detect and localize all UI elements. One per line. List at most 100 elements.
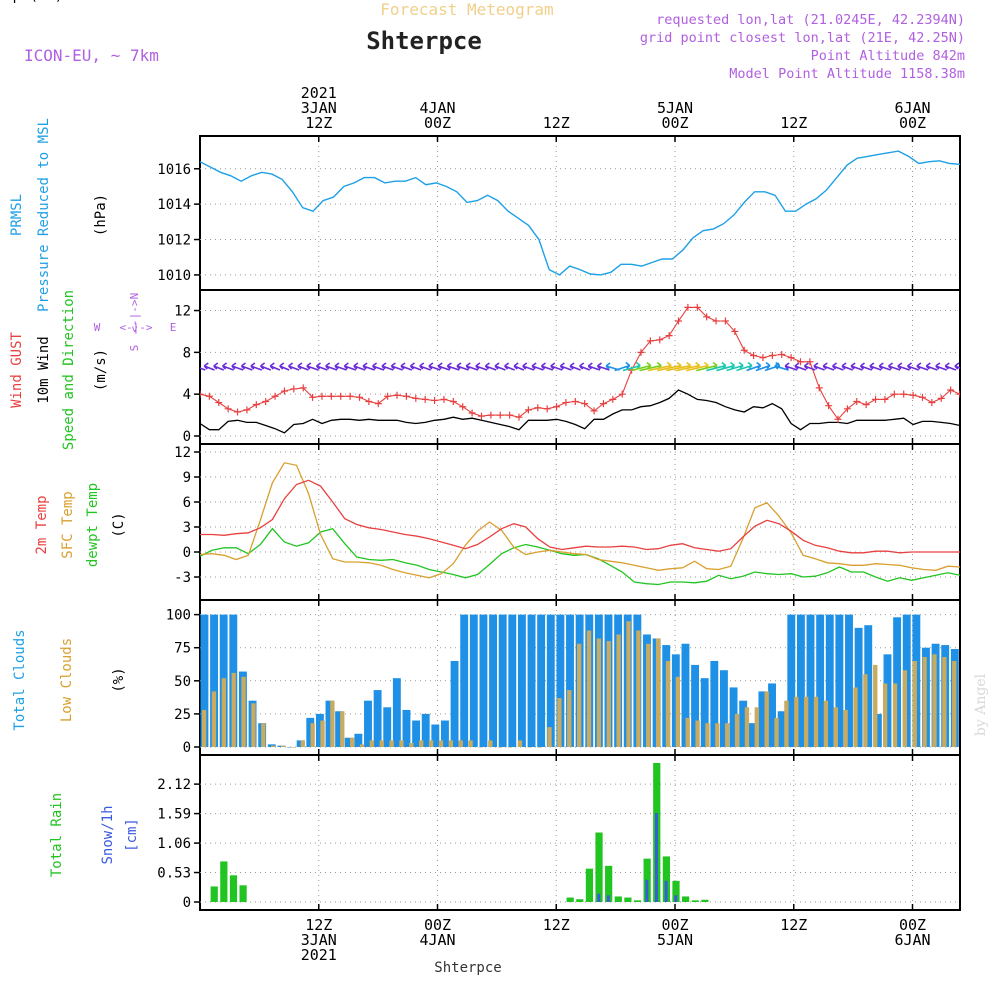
total-cloud-bar — [556, 614, 565, 747]
wind-gust-point — [834, 415, 842, 423]
total-cloud-bar — [835, 614, 844, 747]
wind-gust-point — [290, 385, 298, 393]
panel-label-clouds-1: Low Clouds — [59, 638, 75, 722]
wind-gust-point — [759, 354, 767, 362]
panels: 1010 1012 1014 1016 PRMSL Pressure Reduced to… — [0, 0, 961, 964]
snow-bar — [655, 813, 658, 902]
series-sfc-temp-line — [200, 462, 960, 579]
wind-gust-point — [280, 387, 288, 395]
wind-direction-arrow — [362, 362, 375, 371]
wind-gust-point — [956, 390, 960, 398]
total-cloud-bar — [825, 614, 834, 747]
snow-bar — [606, 895, 610, 902]
low-cloud-bar — [873, 664, 878, 747]
low-cloud-bar — [902, 670, 908, 747]
plot-area-clouds — [200, 614, 959, 748]
low-cloud-bar — [942, 656, 947, 747]
wind-gust-point — [431, 396, 439, 404]
y-tick-label-pressure-3: 1016 — [157, 162, 191, 178]
low-cloud-bar — [675, 676, 681, 747]
wind-direction-arrow — [231, 362, 244, 371]
low-cloud-bar — [616, 634, 621, 747]
panel-label-clouds-0: Total Clouds — [12, 629, 28, 730]
wind-gust-point — [205, 392, 213, 400]
panel-label-precip-0: Total Rain — [49, 793, 65, 877]
wind-direction-arrow — [859, 362, 873, 371]
total-cloud-bar — [546, 614, 555, 747]
total-cloud-bar — [498, 614, 507, 747]
low-cloud-bar — [517, 740, 523, 747]
total-cloud-bar — [681, 643, 690, 747]
rain-bar — [624, 897, 632, 902]
wind-direction-arrow — [596, 362, 610, 371]
total-cloud-bar — [364, 700, 372, 747]
wind-direction-arrow — [841, 362, 854, 371]
low-cloud-bar — [330, 700, 335, 747]
low-cloud-bar — [478, 747, 483, 748]
wind-direction-arrow — [381, 362, 394, 371]
low-cloud-bar — [547, 727, 552, 747]
low-cloud-bar — [399, 740, 404, 747]
wind-gust-point — [421, 395, 429, 403]
wind-direction-arrow — [803, 362, 816, 371]
low-cloud-bar — [813, 696, 819, 747]
wind-direction-arrow — [428, 362, 441, 371]
low-cloud-bar — [932, 654, 937, 747]
wind-gust-point — [890, 390, 898, 398]
rain-bar — [701, 899, 709, 902]
low-cloud-bar — [359, 744, 365, 747]
panel-temp: -3 0 3 6 9 12 2m Temp SFC Temp dewpt Temp (C) — [34, 443, 961, 601]
compass-east: E — [170, 321, 177, 334]
snow-bar — [664, 880, 668, 902]
wind-direction-arrow — [579, 362, 590, 371]
low-cloud-bar — [379, 740, 384, 747]
wind-direction-arrow — [288, 362, 300, 371]
series-wind-gust-line — [200, 306, 960, 421]
wind-gust-point — [937, 394, 945, 402]
wind-direction-arrow — [587, 362, 601, 371]
wind-gust-point — [337, 392, 345, 400]
wind-gust-point — [703, 313, 711, 321]
rain-bar — [691, 900, 699, 902]
time-label-top-5-0: 6JAN — [894, 99, 930, 117]
panel-unit-wind: (m/s) — [93, 349, 109, 391]
wind-gust-point — [862, 401, 870, 409]
wind-gust-point — [581, 400, 589, 408]
panel-label-wind-1: 10m Wind — [36, 336, 52, 403]
panel-wind: 0 4 8 12 Wind GUST 10m Wind Speed and Directio… — [9, 289, 961, 450]
panel-precip: 0 0.53 1.06 1.59 2.12 Total Rain Snow/1h [cm] 1h… — [0, 0, 961, 911]
y-tick-label-clouds-0: 0 — [183, 740, 191, 756]
wind-direction-arrow — [484, 362, 497, 371]
wind-direction-arrow — [297, 362, 309, 371]
rain-bar — [605, 865, 613, 902]
low-cloud-bar — [912, 660, 917, 747]
low-cloud-bar — [685, 717, 690, 747]
low-cloud-bar — [606, 641, 611, 747]
low-cloud-bar — [310, 723, 315, 747]
wind-gust-point — [506, 411, 514, 419]
wind-gust-point — [684, 303, 692, 311]
time-label-bottom-0-2: 2021 — [301, 946, 337, 964]
y-tick-label-pressure-2: 1014 — [157, 197, 191, 213]
wind-direction-arrow — [850, 362, 863, 371]
wind-gust-point — [252, 401, 260, 409]
total-cloud-bar — [893, 617, 902, 747]
low-cloud-bar — [754, 707, 759, 747]
time-label-top-4-0: 12Z — [780, 114, 807, 132]
wind-direction-arrow — [446, 362, 460, 371]
low-cloud-bar — [596, 638, 602, 747]
time-label-top-2-0: 12Z — [543, 114, 570, 132]
plot-area-pressure — [200, 150, 960, 276]
low-cloud-bar — [320, 720, 325, 747]
low-cloud-bar — [892, 683, 898, 747]
wind-direction-arrow — [475, 362, 488, 371]
info-line-3: Point Altitude 842m — [811, 48, 965, 64]
low-cloud-bar — [300, 740, 305, 747]
total-cloud-bar — [739, 700, 748, 747]
wind-gust-point — [553, 403, 561, 411]
wind-direction-arrow — [784, 362, 798, 371]
wind-direction-arrow — [887, 362, 901, 371]
wind-direction-arrow — [559, 362, 572, 371]
wind-direction-arrow — [906, 362, 919, 371]
wind-direction-arrow — [569, 362, 581, 371]
